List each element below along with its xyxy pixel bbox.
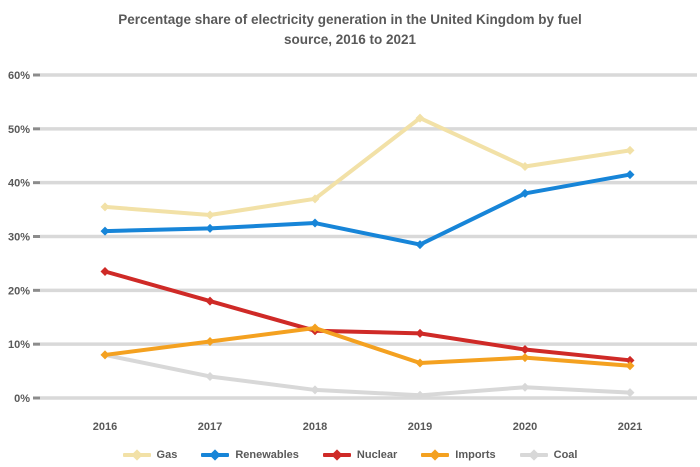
data-point-marker-imports (625, 361, 635, 371)
data-point-marker-nuclear (520, 345, 530, 355)
chart-title: Percentage share of electricity generati… (0, 10, 700, 51)
data-point-marker-coal (520, 382, 530, 392)
legend-label: Gas (156, 449, 178, 461)
data-point-marker-gas (100, 202, 110, 212)
legend-label: Imports (455, 449, 496, 461)
data-point-marker-imports (100, 350, 110, 360)
legend-item-gas[interactable]: Gas (122, 449, 178, 461)
data-point-marker-imports (205, 336, 215, 346)
data-point-marker-renewables (100, 226, 110, 236)
legend-item-nuclear[interactable]: Nuclear (322, 449, 398, 461)
data-point-marker-renewables (310, 218, 320, 228)
imports-line-swatch-icon (421, 449, 450, 461)
legend-label: Renewables (235, 449, 299, 461)
x-axis-label: 2020 (513, 421, 537, 433)
x-axis-label: 2021 (618, 421, 642, 433)
legend-label: Coal (553, 449, 578, 461)
y-axis-label: 10% (8, 339, 30, 351)
x-axis-label: 2019 (408, 421, 432, 433)
legend-label: Nuclear (356, 449, 398, 461)
gas-line-swatch-icon (122, 449, 151, 461)
data-point-marker-nuclear (205, 296, 215, 306)
data-point-marker-nuclear (415, 328, 425, 338)
legend-item-renewables[interactable]: Renewables (201, 449, 299, 461)
renewables-line-swatch-icon (201, 449, 230, 461)
y-axis-label: 30% (8, 232, 30, 244)
chart-title-line2: source, 2016 to 2021 (283, 32, 417, 48)
data-point-marker-renewables (625, 170, 635, 180)
data-point-marker-imports (415, 358, 425, 368)
data-point-marker-coal (625, 388, 635, 398)
chart-title-line1: Percentage share of electricity generati… (118, 12, 582, 27)
data-point-marker-coal (205, 371, 215, 381)
data-point-marker-nuclear (100, 266, 110, 276)
legend-item-imports[interactable]: Imports (421, 449, 496, 461)
nuclear-line-swatch-icon (322, 449, 351, 461)
data-point-marker-gas (310, 194, 320, 204)
data-point-marker-renewables (520, 188, 530, 198)
series-line-nuclear (103, 269, 632, 363)
series-line-gas (103, 116, 632, 217)
data-point-marker-imports (310, 323, 320, 333)
y-axis-label: 50% (8, 124, 30, 136)
x-axis-label: 2018 (303, 421, 327, 433)
y-axis-label: 60% (8, 70, 30, 82)
data-point-marker-gas (625, 145, 635, 155)
series-line-coal (103, 352, 632, 398)
coal-line-swatch-icon (519, 449, 548, 461)
x-axis-label: 2016 (93, 421, 117, 433)
data-point-marker-gas (205, 210, 215, 220)
data-point-marker-renewables (415, 240, 425, 250)
series-line-imports (103, 326, 632, 368)
y-axis-label: 0% (14, 393, 30, 405)
legend: Gas Renewables Nuclear Imports Coal (0, 449, 700, 461)
y-axis-label: 20% (8, 285, 30, 297)
data-point-marker-nuclear (625, 355, 635, 365)
data-point-marker-renewables (205, 223, 215, 233)
data-point-marker-gas (415, 113, 425, 123)
series-line-renewables (103, 172, 632, 247)
data-point-marker-coal (310, 385, 320, 395)
data-point-marker-imports (520, 353, 530, 363)
data-point-marker-gas (520, 162, 530, 172)
data-point-marker-coal (415, 390, 425, 400)
y-axis-label: 40% (8, 178, 30, 190)
legend-item-coal[interactable]: Coal (519, 449, 578, 461)
x-axis-label: 2017 (198, 421, 222, 433)
